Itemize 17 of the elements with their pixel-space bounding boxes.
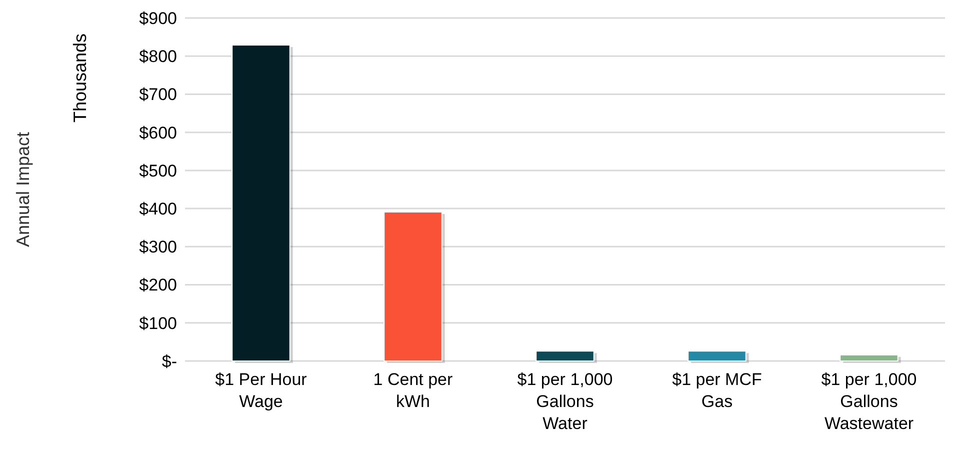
y-tick-label: $900 (139, 8, 177, 28)
y-tick-label: $400 (139, 200, 177, 219)
x-tick-label: $1 per 1,000 Gallons Water (517, 370, 613, 433)
text: Annual Impact (13, 132, 33, 248)
y-tick-label: $100 (139, 314, 177, 333)
x-tick-label: 1 Cent per kWh (373, 370, 454, 411)
text: Thousands (70, 33, 90, 123)
y-tick-label: $300 (139, 238, 177, 257)
y-tick-label: $700 (139, 85, 177, 104)
x-tick-label: $1 per 1,000 Gallons Wastewater (821, 370, 917, 433)
y-tick-label: $- (162, 352, 177, 371)
x-tick-label: $1 Per Hour Wage (215, 370, 308, 411)
x-tick-label: $1 per MCF Gas (672, 370, 762, 411)
y-tick-label: $500 (139, 161, 177, 180)
y-tick-label: $800 (139, 47, 177, 66)
y-tick-label: $600 (139, 123, 177, 142)
y-tick-label: $200 (139, 276, 177, 295)
